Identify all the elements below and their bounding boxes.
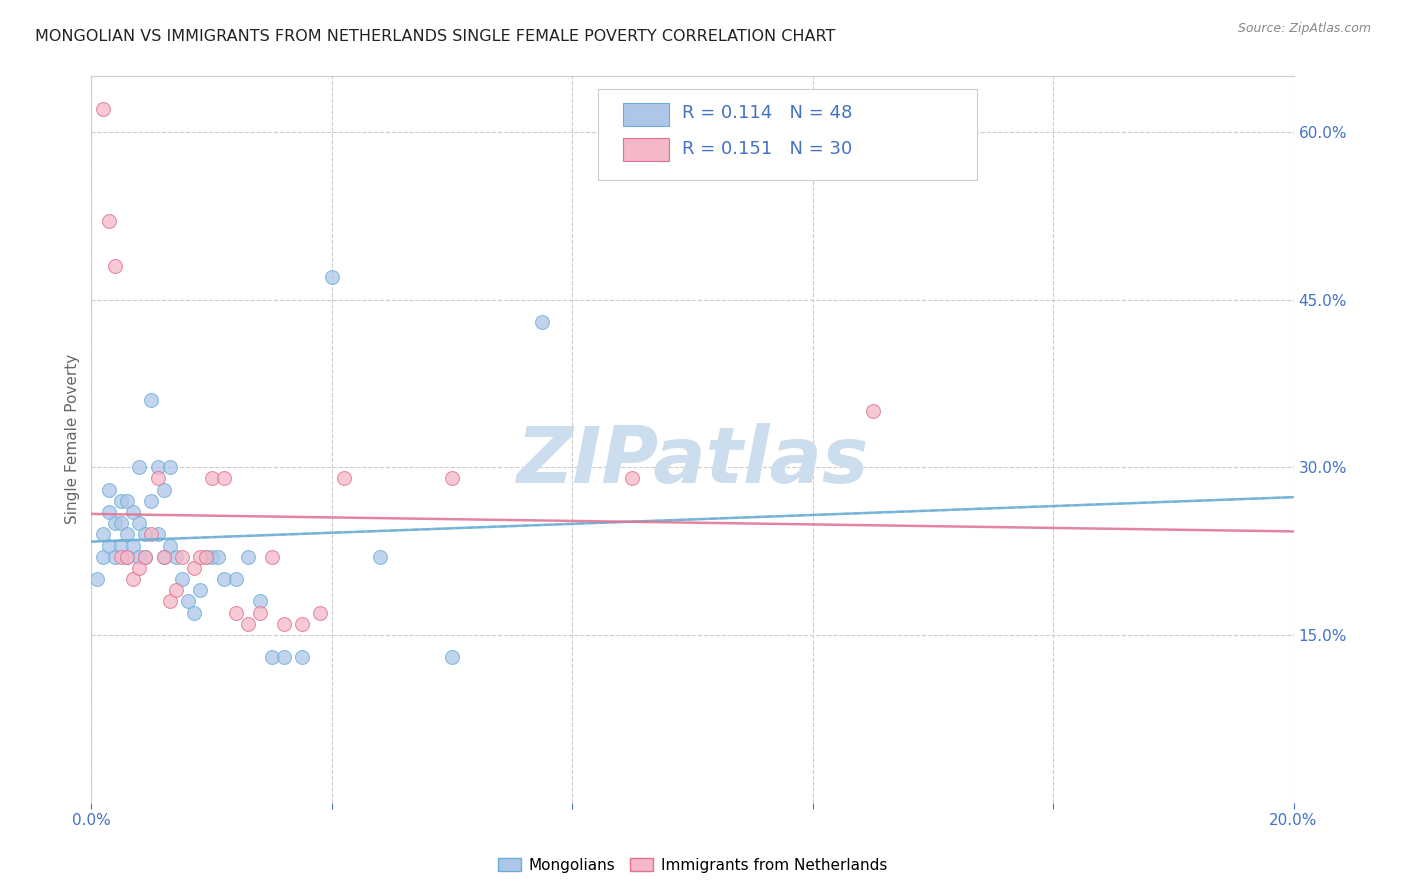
Legend: Mongolians, Immigrants from Netherlands: Mongolians, Immigrants from Netherlands — [492, 852, 893, 879]
Point — [273, 650, 295, 665]
Point — [225, 572, 247, 586]
Point — [194, 549, 217, 564]
Point — [86, 572, 108, 586]
Point — [170, 549, 193, 564]
Point — [128, 561, 150, 575]
Point — [152, 549, 174, 564]
Point — [141, 493, 163, 508]
Point — [122, 572, 145, 586]
Point — [128, 549, 150, 564]
Point — [128, 460, 150, 475]
Point — [531, 315, 554, 329]
Point — [134, 549, 156, 564]
Point — [134, 549, 156, 564]
Point — [152, 549, 174, 564]
Point — [146, 527, 169, 541]
Point — [122, 539, 145, 553]
Point — [117, 549, 139, 564]
Point — [128, 516, 150, 531]
Text: MONGOLIAN VS IMMIGRANTS FROM NETHERLANDS SINGLE FEMALE POVERTY CORRELATION CHART: MONGOLIAN VS IMMIGRANTS FROM NETHERLANDS… — [35, 29, 835, 44]
Text: Source: ZipAtlas.com: Source: ZipAtlas.com — [1237, 22, 1371, 36]
Point — [98, 214, 121, 228]
Text: R = 0.151   N = 30: R = 0.151 N = 30 — [682, 140, 852, 158]
Point — [188, 583, 211, 598]
Point — [165, 583, 187, 598]
Text: R = 0.114   N = 48: R = 0.114 N = 48 — [682, 104, 852, 122]
Point — [117, 549, 139, 564]
Point — [862, 404, 884, 418]
Point — [141, 393, 163, 408]
Point — [104, 516, 127, 531]
Point — [159, 460, 181, 475]
Point — [159, 594, 181, 608]
Point — [201, 549, 224, 564]
Point — [194, 549, 217, 564]
Point — [165, 549, 187, 564]
Point — [98, 505, 121, 519]
Point — [110, 516, 132, 531]
Point — [236, 549, 259, 564]
Point — [291, 650, 314, 665]
Point — [183, 606, 205, 620]
Point — [176, 594, 198, 608]
Text: ZIPatlas: ZIPatlas — [516, 423, 869, 500]
Point — [183, 561, 205, 575]
Point — [110, 549, 132, 564]
Point — [273, 616, 295, 631]
Point — [134, 527, 156, 541]
Point — [440, 471, 463, 485]
Point — [98, 539, 121, 553]
Point — [93, 527, 115, 541]
Point — [368, 549, 391, 564]
Point — [93, 103, 115, 117]
Point — [225, 606, 247, 620]
Point — [122, 505, 145, 519]
Point — [110, 493, 132, 508]
Point — [236, 616, 259, 631]
Point — [98, 483, 121, 497]
Point — [333, 471, 356, 485]
Point — [104, 549, 127, 564]
Point — [104, 259, 127, 273]
Point — [152, 483, 174, 497]
Point — [188, 549, 211, 564]
Point — [291, 616, 314, 631]
Point — [321, 270, 343, 285]
Point — [201, 471, 224, 485]
Point — [110, 539, 132, 553]
Point — [440, 650, 463, 665]
Point — [249, 606, 271, 620]
Point — [93, 549, 115, 564]
Point — [260, 549, 283, 564]
Point — [308, 606, 330, 620]
Point — [159, 539, 181, 553]
Point — [170, 572, 193, 586]
Point — [117, 527, 139, 541]
Point — [117, 493, 139, 508]
Point — [146, 471, 169, 485]
Point — [141, 527, 163, 541]
Point — [260, 650, 283, 665]
Point — [621, 471, 644, 485]
Point — [146, 460, 169, 475]
Y-axis label: Single Female Poverty: Single Female Poverty — [65, 354, 80, 524]
Point — [249, 594, 271, 608]
Point — [207, 549, 229, 564]
Point — [212, 471, 235, 485]
Point — [212, 572, 235, 586]
